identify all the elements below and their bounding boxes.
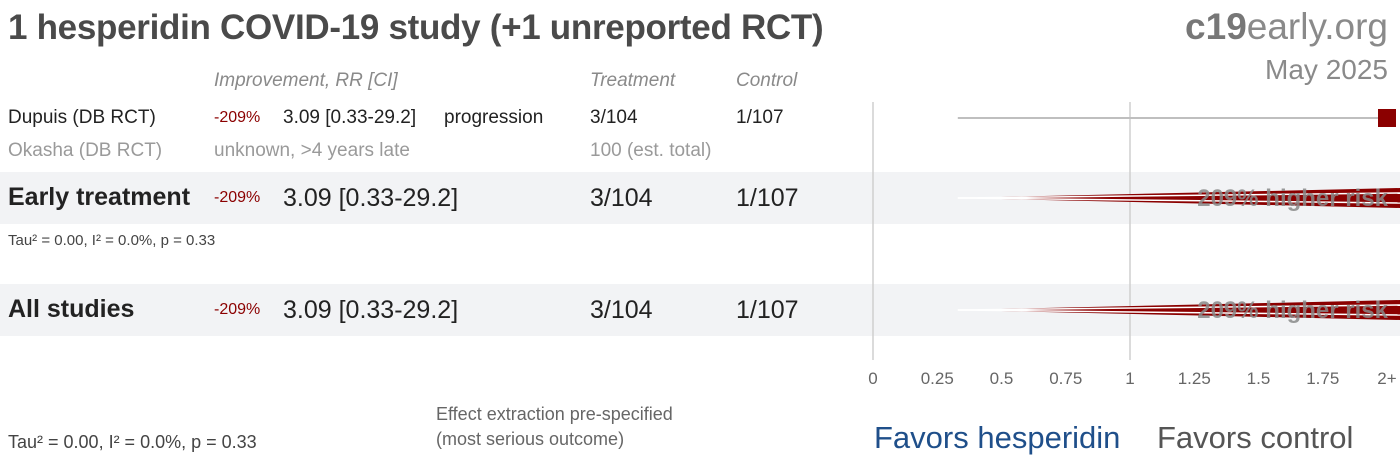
study-outcome-dupuis: progression [444, 107, 544, 128]
early-rr: 3.09 [0.33-29.2] [283, 184, 459, 212]
brand-logo-rest: early.org [1246, 6, 1388, 47]
x-tick-label: 1.5 [1247, 369, 1271, 388]
all-pct: -209% [214, 301, 261, 318]
pooled-diamond-highlight [957, 304, 1400, 311]
risk-label: 209% higher risk [1197, 185, 1388, 212]
x-tick-label: 1.75 [1306, 369, 1339, 388]
brand-logo[interactable]: c19early.org [1185, 6, 1388, 48]
x-tick-label: 0.75 [1049, 369, 1082, 388]
study-status-okasha: unknown, >4 years late [214, 140, 410, 161]
study-treatment-okasha: 100 (est. total) [590, 140, 712, 161]
study-name-dupuis[interactable]: Dupuis (DB RCT) [8, 107, 156, 128]
footer-stats: Tau² = 0.00, I² = 0.0%, p = 0.33 [8, 432, 257, 452]
page-title: 1 hesperidin COVID-19 study (+1 unreport… [8, 8, 824, 47]
effect-square [1378, 109, 1396, 127]
favors-control: Favors control [1157, 420, 1354, 455]
header-improvement: Improvement, RR [CI] [214, 70, 398, 91]
study-rr-dupuis: 3.09 [0.33-29.2] [283, 107, 417, 128]
all-control: 1/107 [736, 296, 799, 324]
all-rr: 3.09 [0.33-29.2] [283, 296, 459, 324]
study-pct-dupuis: -209% [214, 109, 261, 126]
x-tick-label: 0.25 [921, 369, 954, 388]
all-treatment: 3/104 [590, 296, 653, 324]
early-treatment: 3/104 [590, 184, 653, 212]
header-treatment: Treatment [590, 70, 676, 91]
x-tick-label: 1.25 [1178, 369, 1211, 388]
pooled-diamond-highlight [957, 309, 1400, 316]
early-stats: Tau² = 0.00, I² = 0.0%, p = 0.33 [8, 232, 216, 249]
brand-logo-bold: c19 [1185, 6, 1247, 47]
x-tick-label: 0 [868, 369, 877, 388]
footer-note-line1: Effect extraction pre-specified [436, 404, 673, 424]
pooled-diamond-highlight [957, 192, 1400, 199]
pooled-diamond [957, 188, 1400, 208]
pooled-diamond [957, 300, 1400, 320]
early-control: 1/107 [736, 184, 799, 212]
favors-hesperidin: Favors hesperidin [874, 420, 1121, 455]
header-control: Control [736, 70, 798, 91]
x-tick-label: 2+ [1377, 369, 1396, 388]
x-tick-label: 0.5 [990, 369, 1014, 388]
x-tick-label: 1 [1125, 369, 1134, 388]
risk-label: 209% higher risk [1197, 297, 1388, 324]
footer-note-line2: (most serious outcome) [436, 429, 625, 449]
early-label: Early treatment [8, 183, 191, 211]
study-control-dupuis: 1/107 [736, 107, 784, 128]
report-date: May 2025 [1265, 54, 1388, 85]
early-pct: -209% [214, 189, 261, 206]
study-name-okasha[interactable]: Okasha (DB RCT) [8, 140, 163, 161]
pooled-diamond-highlight [957, 197, 1400, 204]
study-treatment-dupuis: 3/104 [590, 107, 638, 128]
all-label: All studies [8, 295, 135, 323]
